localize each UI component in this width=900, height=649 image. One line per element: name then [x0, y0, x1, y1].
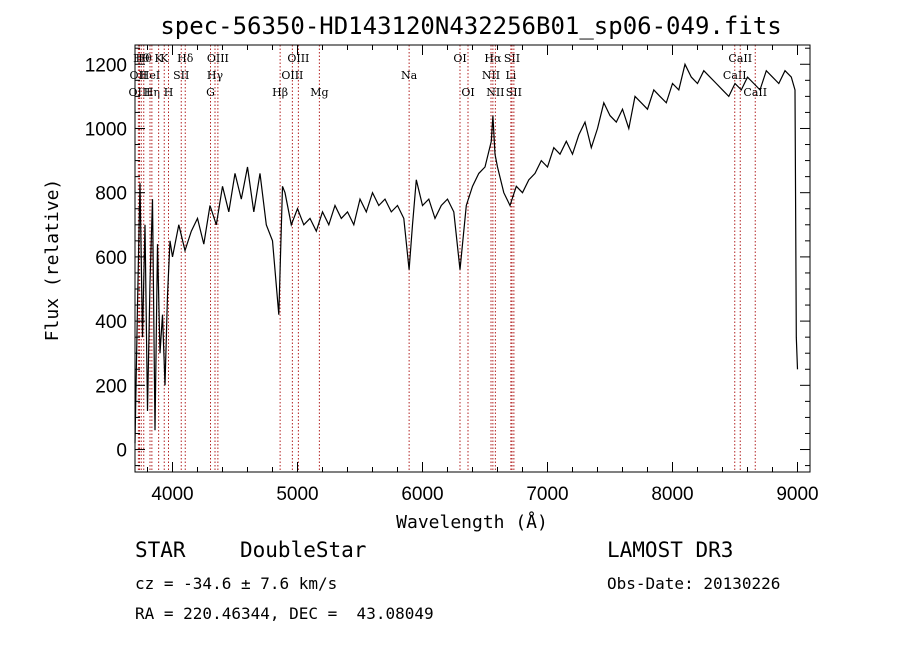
spectrum-line [134, 62, 799, 444]
line-label: G [206, 86, 215, 99]
line-label: HeI [140, 69, 160, 82]
line-label: SII [173, 69, 189, 82]
line-label: Hη [144, 86, 160, 99]
line-label: Hγ [207, 69, 224, 82]
line-label: OII [130, 69, 148, 82]
line-label: K [155, 52, 164, 65]
y-tick-label: 200 [95, 376, 127, 397]
y-tick-label: 1000 [85, 119, 127, 140]
redshift-cz: cz = -34.6 ± 7.6 km/s [135, 574, 338, 593]
x-tick-label: 7000 [526, 484, 568, 505]
y-tick-label: 0 [116, 441, 127, 462]
x-tick-label: 8000 [651, 484, 693, 505]
plot-frame [134, 44, 811, 473]
line-label: Hθ [133, 52, 150, 65]
line-label: Na [401, 69, 418, 82]
line-label: CaII [728, 52, 752, 65]
object-class: STAR [135, 538, 186, 562]
emission-line-markers: OIIOIIIHθHθHeIHηKKHSIIHδGHγOIIIHβOIIIOII… [128, 45, 767, 472]
line-label: Mg [310, 86, 328, 99]
line-label: OIII [207, 52, 229, 65]
line-label: Hα [484, 52, 502, 65]
line-label: CaII [743, 86, 767, 99]
x-tick-label: 5000 [276, 484, 318, 505]
y-axis-label: Flux (relative) [42, 179, 63, 342]
y-tick-label: 1200 [85, 55, 127, 76]
y-tick-label: 600 [95, 248, 127, 269]
line-label: Hθ [136, 52, 153, 65]
chart-title: spec-56350-HD143120N432256B01_sp06-049.f… [160, 12, 781, 40]
line-label: H [164, 86, 174, 99]
axis-ticks: 4000 5000 6000 7000 8000 9000 0 200 400 600 800 100… [85, 45, 819, 505]
line-label: SII [506, 86, 522, 99]
x-axis-label: Wavelength (Å) [396, 511, 548, 533]
line-label: Hδ [177, 52, 194, 65]
x-tick-label: 4000 [151, 484, 193, 505]
survey-name: LAMOST DR3 [607, 538, 734, 562]
line-label: NII [482, 69, 500, 82]
obs-date: Obs-Date: 20130226 [607, 574, 781, 593]
line-label: OI [453, 52, 466, 65]
x-tick-label: 9000 [776, 484, 818, 505]
line-label: K [160, 52, 169, 65]
line-label: OIII [128, 86, 150, 99]
spectrum-series [134, 62, 799, 444]
y-tick-label: 400 [95, 312, 127, 333]
line-label: OIII [287, 52, 309, 65]
line-label: CaII [723, 69, 747, 82]
line-label: Li [505, 69, 516, 82]
x-tick-label: 6000 [401, 484, 443, 505]
line-label: OI [461, 86, 474, 99]
y-tick-label: 800 [95, 184, 127, 205]
coordinates: RA = 220.46344, DEC = 43.08049 [135, 604, 434, 623]
object-subclass: DoubleStar [240, 538, 367, 562]
line-label: OIII [281, 69, 303, 82]
line-label: NII [486, 86, 504, 99]
line-label: SII [504, 52, 520, 65]
line-label: Hβ [272, 86, 288, 99]
